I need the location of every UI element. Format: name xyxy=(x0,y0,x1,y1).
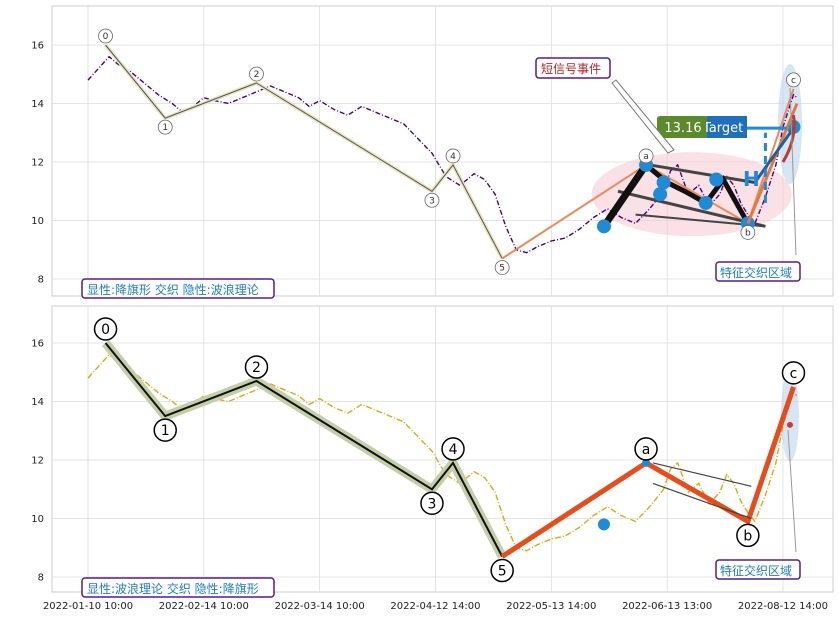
wave-marker-a xyxy=(638,148,654,164)
wave-label-bottom-3: 3 xyxy=(428,496,437,512)
target-dot-bottom xyxy=(786,421,793,428)
wave-marker-c xyxy=(786,72,801,88)
wave-marker-bottom-0 xyxy=(93,317,118,341)
wave-marker-bottom-b xyxy=(736,523,760,548)
wave-label-2: 2 xyxy=(254,70,260,80)
impulse-wave-line xyxy=(105,44,503,259)
target-arrow-curve xyxy=(781,114,796,163)
flag-channel-top xyxy=(617,189,766,228)
wave-marker-bottom-3 xyxy=(420,491,444,515)
breakout-line xyxy=(746,102,799,224)
correction-wave-line xyxy=(501,88,795,260)
y-tick-label: 10 xyxy=(31,514,44,525)
flag-point xyxy=(653,187,668,202)
flag-channel-upper xyxy=(649,163,756,184)
wave-marker-b xyxy=(740,225,756,240)
signal-label: 短信号事件 xyxy=(541,62,601,76)
wave-label-a: a xyxy=(643,152,649,162)
target-value-bg xyxy=(657,116,709,138)
x-tick-label: 2022-04-12 14:00 xyxy=(390,601,480,612)
left-pattern-box-bottom xyxy=(81,577,275,598)
signal-arrow xyxy=(611,79,675,154)
wave-label-bottom-1: 1 xyxy=(161,423,170,439)
left-pattern-label-bottom: 显性:波浪理论 交织 隐性:降旗形 xyxy=(87,581,259,596)
y-tick-label: 12 xyxy=(31,158,44,169)
wave-label-bottom-c: c xyxy=(790,366,798,382)
wave-label-5: 5 xyxy=(499,264,505,274)
wave-label-0: 0 xyxy=(103,32,109,42)
target-line xyxy=(753,127,795,184)
wave-label-3: 3 xyxy=(429,196,435,206)
flag-point xyxy=(656,175,671,190)
flag-point xyxy=(596,219,611,234)
wave-marker-4 xyxy=(445,148,461,164)
zone-label-bottom: 特征交织区域 xyxy=(720,563,792,578)
wave-marker-0 xyxy=(98,28,113,44)
wave-label-bottom-0: 0 xyxy=(101,322,110,338)
x-tick-label: 2022-03-14 10:00 xyxy=(275,601,365,612)
wave-marker-5 xyxy=(494,260,510,275)
c-zone-ellipse-bottom xyxy=(780,371,799,462)
y-tick-label: 8 xyxy=(38,573,44,584)
wave-label-bottom-a: a xyxy=(642,442,651,458)
zone-box-top xyxy=(715,261,801,282)
correction-wave-line-bottom xyxy=(500,386,796,559)
y-tick-label: 8 xyxy=(38,275,44,286)
flag-point xyxy=(698,195,713,210)
zone-pointer-top xyxy=(789,87,797,256)
wave-label-bottom-2: 2 xyxy=(252,360,261,376)
wave-label-bottom-b: b xyxy=(743,528,752,544)
x-tick-label: 2022-06-13 13:00 xyxy=(622,601,712,612)
wave-marker-2 xyxy=(249,66,264,82)
wave-label-b: b xyxy=(745,228,751,238)
wave-label-4: 4 xyxy=(450,152,456,162)
zone-box-bottom xyxy=(715,559,801,580)
y-tick-label: 14 xyxy=(31,397,44,408)
wave-marker-bottom-5 xyxy=(490,558,514,583)
wave-label-1: 1 xyxy=(162,123,168,133)
x-tick-label: 2022-05-13 14:00 xyxy=(506,601,596,612)
flag-pole xyxy=(601,162,649,229)
impulse-wave-line-bottom xyxy=(104,342,504,557)
wave-marker-bottom-1 xyxy=(153,418,177,442)
wave-label-c: c xyxy=(791,76,796,86)
flag-line-lower-bottom xyxy=(652,482,752,520)
y-tick-label: 12 xyxy=(31,456,44,467)
signal-box xyxy=(535,57,611,79)
x-tick-label: 2022-08-12 14:00 xyxy=(738,601,828,612)
x-tick-label: 2022-01-10 10:00 xyxy=(43,601,133,612)
wave-marker-3 xyxy=(424,192,440,208)
wave-marker-bottom-c xyxy=(781,361,806,385)
wave-marker-bottom-4 xyxy=(441,437,465,461)
zone-pointer-bottom xyxy=(787,429,797,553)
zone-label-top: 特征交织区域 xyxy=(720,265,792,280)
height-letter: H xyxy=(743,167,760,191)
target-text-bg xyxy=(707,116,747,138)
target-value-label: 13.16 xyxy=(664,121,701,136)
left-pattern-label: 显性:降旗形 交织 隐性:波浪理论 xyxy=(87,282,259,297)
wave-marker-1 xyxy=(157,119,173,135)
left-pattern-box xyxy=(81,278,275,299)
y-tick-label: 16 xyxy=(31,41,44,52)
flag-point-bottom xyxy=(597,518,610,531)
plot-frame-top xyxy=(51,5,834,297)
y-tick-label: 14 xyxy=(31,99,44,110)
wave-marker-bottom-a xyxy=(634,437,658,461)
wave-marker-bottom-2 xyxy=(244,355,269,379)
wave-label-bottom-4: 4 xyxy=(449,442,458,458)
flag-point xyxy=(709,172,724,187)
price-series-line xyxy=(87,55,798,254)
y-tick-label: 16 xyxy=(31,339,44,350)
y-tick-label: 10 xyxy=(31,216,44,227)
flag-point-bottom xyxy=(642,458,651,467)
x-tick-label: 2022-02-14 10:00 xyxy=(159,601,249,612)
wave-label-bottom-5: 5 xyxy=(498,564,507,580)
flag-line-upper-bottom xyxy=(652,462,752,487)
target-text-label: Target xyxy=(702,121,743,136)
